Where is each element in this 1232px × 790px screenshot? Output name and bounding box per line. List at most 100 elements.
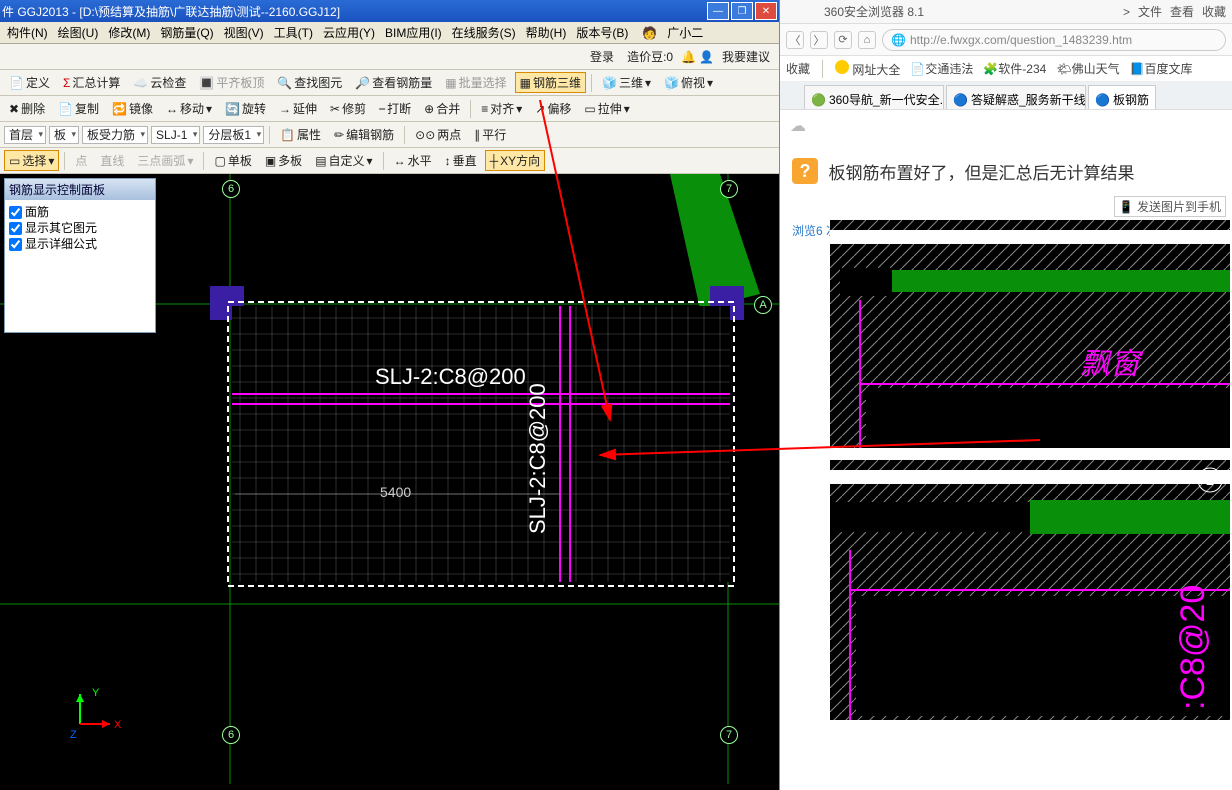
menu-item[interactable]: 云应用(Y) <box>320 22 378 43</box>
toolbar-main: 📄定义 Σ 汇总计算 ☁️云检查 🔳平齐板顶 🔍查找图元 🔎查看钢筋量 ▦批量选… <box>0 70 779 96</box>
menu-item[interactable]: 帮助(H) <box>523 22 570 43</box>
menu-item[interactable]: 绘图(U) <box>55 22 102 43</box>
define-button[interactable]: 📄定义 <box>4 72 55 93</box>
cloudcheck-button[interactable]: ☁️云检查 <box>128 72 191 93</box>
move-button[interactable]: ↔移动▾ <box>161 98 217 119</box>
svg-text::C8@20: :C8@20 <box>1174 585 1212 710</box>
single-button[interactable]: ▢单板 <box>209 150 256 171</box>
align-button[interactable]: ≡对齐▾ <box>476 98 527 119</box>
panel-check[interactable]: 显示其它图元 <box>9 220 151 236</box>
cloud-icon: ☁ <box>790 116 806 136</box>
home-button[interactable]: ⌂ <box>858 31 876 49</box>
menu-item[interactable]: 构件(N) <box>4 22 51 43</box>
trim-button[interactable]: ✂修剪 <box>325 98 371 119</box>
forward-button[interactable]: 〉 <box>810 31 828 49</box>
toolbar-edit: ✖删除 📄复制 🔁镜像 ↔移动▾ 🔄旋转 →延伸 ✂修剪 ⎯打断 ⊕合并 ≡对齐… <box>0 96 779 122</box>
rebar-display-panel[interactable]: 钢筋显示控制面板 面筋 显示其它图元 显示详细公式 <box>4 178 156 333</box>
maximize-button[interactable]: ❐ <box>731 2 753 20</box>
bookmark[interactable]: 网址大全 <box>835 60 900 78</box>
svg-text:2: 2 <box>1206 472 1214 488</box>
merge-button[interactable]: ⊕合并 <box>419 98 465 119</box>
ggj-app-window: 件 GGJ2013 - [D:\预结算及抽筋\广联达抽筋\测试--2160.GG… <box>0 0 780 790</box>
user-label[interactable]: 广小二 <box>664 22 706 43</box>
floor-dropdown[interactable]: 首层 <box>4 126 46 144</box>
attr-button[interactable]: 📋属性 <box>275 124 326 145</box>
break-button[interactable]: ⎯打断 <box>374 98 416 119</box>
member-dropdown[interactable]: SLJ-1 <box>151 126 200 144</box>
stretch-button[interactable]: ▭拉伸▾ <box>579 98 634 119</box>
canvas[interactable]: 钢筋显示控制面板 面筋 显示其它图元 显示详细公式 <box>0 174 779 790</box>
login-button[interactable]: 登录 <box>585 46 619 67</box>
editrebar-button[interactable]: ✏编辑钢筋 <box>329 124 399 145</box>
window-buttons: — ❐ ✕ <box>707 2 777 20</box>
url-input[interactable]: 🌐 http://e.fwxgx.com/question_1483239.ht… <box>882 29 1226 51</box>
bookmark[interactable]: 📘百度文库 <box>1130 60 1193 77</box>
mirror-button[interactable]: 🔁镜像 <box>107 98 158 119</box>
back-button[interactable]: 〈 <box>786 31 804 49</box>
browser-tab[interactable]: 🔵答疑解惑_服务新干线× <box>946 85 1086 109</box>
rebar3d-button[interactable]: ▦钢筋三维 <box>515 72 586 93</box>
multi-button[interactable]: ▣多板 <box>260 150 307 171</box>
browser-menu[interactable]: 查看 <box>1170 3 1194 20</box>
copy-button[interactable]: 📄复制 <box>53 98 104 119</box>
batchsel-button[interactable]: ▦批量选择 <box>440 72 511 93</box>
grid-marker: 6 <box>222 726 240 744</box>
sublayer-dropdown[interactable]: 分层板1 <box>203 126 264 144</box>
menu-item[interactable]: 钢筋量(Q) <box>157 22 216 43</box>
bookmark[interactable]: 🧩软件-234 <box>983 60 1046 77</box>
select-button[interactable]: ▭ 选择▾ <box>4 150 59 171</box>
svg-text:X: X <box>114 719 122 731</box>
view-button[interactable]: 🧊俯视▾ <box>659 72 718 93</box>
grid-marker: 6 <box>222 180 240 198</box>
titlebar[interactable]: 件 GGJ2013 - [D:\预结算及抽筋\广联达抽筋\测试--2160.GG… <box>0 0 779 22</box>
offset-button[interactable]: ↗偏移 <box>530 98 576 119</box>
question-title: 板钢筋布置好了，但是汇总后无计算结果 <box>828 164 1134 183</box>
menu-item[interactable]: 版本号(B) <box>573 22 631 43</box>
browser-menu[interactable]: 文件 <box>1138 3 1162 20</box>
point-button[interactable]: 点 <box>70 150 92 171</box>
browser-titlebar[interactable]: 360安全浏览器 8.1 > 文件 查看 收藏 <box>780 0 1232 24</box>
rebartype-dropdown[interactable]: 板受力筋 <box>82 126 148 144</box>
suggest-button[interactable]: 我要建议 <box>717 46 775 67</box>
rotate-button[interactable]: 🔄旋转 <box>220 98 271 119</box>
delete-button[interactable]: ✖删除 <box>4 98 50 119</box>
parallel-button[interactable]: ∥平行 <box>469 124 511 145</box>
bookmark[interactable]: 🌤佛山天气 <box>1056 60 1119 77</box>
fav-label[interactable]: 收藏 <box>786 60 810 77</box>
viewrebar-button[interactable]: 🔎查看钢筋量 <box>350 72 437 93</box>
panel-check[interactable]: 显示详细公式 <box>9 236 151 252</box>
browser-menu[interactable]: 收藏 <box>1202 3 1226 20</box>
menu-item[interactable]: BIM应用(I) <box>382 22 445 43</box>
minimize-button[interactable]: — <box>707 2 729 20</box>
browser-content[interactable]: ☁ ? 板钢筋布置好了，但是汇总后无计算结果 浏览6 次 | 0 回答 | 0 … <box>780 110 1232 790</box>
line-button[interactable]: 直线 <box>95 150 129 171</box>
menu-item[interactable]: 修改(M) <box>105 22 153 43</box>
toolbar-layer: 首层 板 板受力筋 SLJ-1 分层板1 📋属性 ✏编辑钢筋 ⊙⊙两点 ∥平行 <box>0 122 779 148</box>
browser-tab[interactable]: 🟢360导航_新一代安全..× <box>804 85 944 109</box>
menu-item[interactable]: 在线服务(S) <box>449 22 519 43</box>
menu-item[interactable]: 工具(T) <box>271 22 316 43</box>
grid-marker: 7 <box>720 726 738 744</box>
sum-button[interactable]: Σ 汇总计算 <box>58 72 125 93</box>
custom-button[interactable]: ▤自定义▾ <box>310 150 377 171</box>
threed-button[interactable]: 🧊三维▾ <box>597 72 656 93</box>
bookmark[interactable]: 📄交通违法 <box>910 60 973 77</box>
browser-tab[interactable]: 🔵板钢筋 <box>1088 85 1156 109</box>
ver-button[interactable]: ↕垂直 <box>440 150 482 171</box>
panel-check[interactable]: 面筋 <box>9 204 151 220</box>
arc3-button[interactable]: 三点画弧▾ <box>132 150 198 171</box>
menu-item[interactable]: 视图(V) <box>221 22 267 43</box>
type-dropdown[interactable]: 板 <box>49 126 79 144</box>
extend-button[interactable]: →延伸 <box>274 98 322 119</box>
address-bar-row: 〈 〉 ⟳ ⌂ 🌐 http://e.fwxgx.com/question_14… <box>780 24 1232 56</box>
twopt-button[interactable]: ⊙⊙两点 <box>410 124 466 145</box>
align-button[interactable]: 🔳平齐板顶 <box>194 72 269 93</box>
hor-button[interactable]: ↔水平 <box>389 150 437 171</box>
reload-button[interactable]: ⟳ <box>834 31 852 49</box>
embedded-image-2: :C8@20 2 <box>830 460 1230 720</box>
close-button[interactable]: ✕ <box>755 2 777 20</box>
send-to-phone-button[interactable]: 📱 发送图片到手机 <box>1114 196 1226 217</box>
browser-name: 360安全浏览器 8.1 <box>824 3 924 20</box>
findelem-button[interactable]: 🔍查找图元 <box>272 72 347 93</box>
xy-button[interactable]: ┼XY方向 <box>485 150 546 171</box>
